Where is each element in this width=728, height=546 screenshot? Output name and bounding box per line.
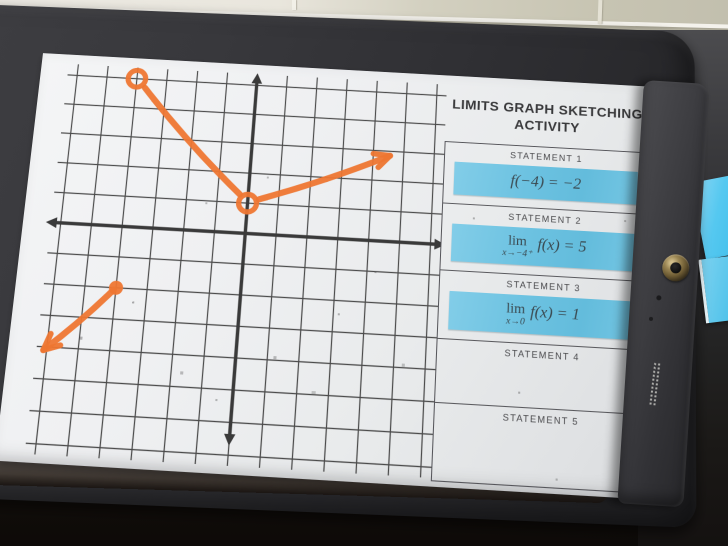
grommet-hole	[670, 262, 682, 274]
statement-2-card: lim x→−4⁺ f(x) = 5	[451, 223, 638, 271]
statement-row-5: STATEMENT 5	[432, 402, 647, 493]
paper-speckles	[43, 53, 44, 54]
statement-1-card: f(−4) = −2	[453, 161, 637, 204]
page-title: LIMITS GRAPH SKETCHING ACTIVITY	[445, 96, 649, 141]
wall-mortar-joint	[292, 0, 296, 10]
spine-mark	[649, 317, 653, 321]
statement-1-expression: f(−4) = −2	[510, 172, 581, 193]
spine-print	[646, 363, 660, 406]
graph-svg	[3, 55, 448, 488]
wall-mortar-joint	[598, 0, 603, 24]
limit-notation: lim x→−4⁺	[502, 234, 533, 260]
statement-2-expression: f(x) = 5	[537, 236, 586, 257]
blue-note-bottom	[698, 253, 728, 324]
statement-row-3: STATEMENT 3 lim x→0 f(x) = 1	[438, 269, 647, 340]
worksheet-paper: LIMITS GRAPH SKETCHING ACTIVITY STATEMEN…	[0, 53, 673, 501]
statement-5-blank	[432, 418, 647, 492]
statements-table: STATEMENT 1 f(−4) = −2 STATEMENT 2 lim x…	[431, 141, 649, 494]
photo-scene: LIMITS GRAPH SKETCHING ACTIVITY STATEMEN…	[0, 0, 728, 546]
grommet-icon	[661, 254, 690, 283]
limit-notation: lim x→0	[506, 302, 526, 328]
statement-row-2: STATEMENT 2 lim x→−4⁺ f(x) = 5	[441, 202, 648, 272]
statement-row-1: STATEMENT 1 f(−4) = −2	[444, 142, 648, 205]
statement-3-card: lim x→0 f(x) = 1	[448, 291, 637, 340]
statements-panel: LIMITS GRAPH SKETCHING ACTIVITY STATEMEN…	[431, 96, 649, 494]
statement-3-expression: f(x) = 1	[530, 303, 580, 324]
spine-mark	[656, 295, 661, 300]
